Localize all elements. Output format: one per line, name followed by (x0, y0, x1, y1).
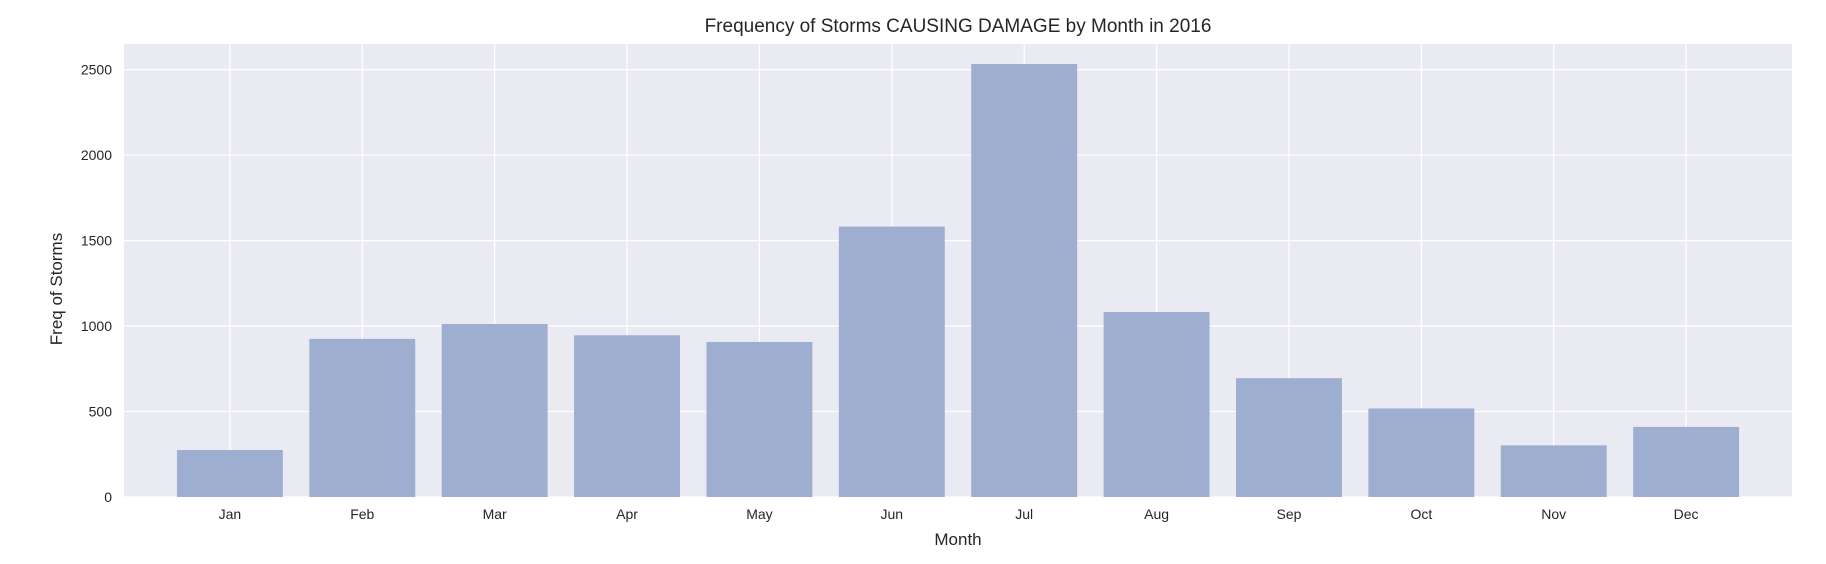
x-tick-label: Mar (483, 506, 507, 522)
y-tick-label: 2000 (81, 147, 112, 163)
x-axis-label: Month (934, 530, 981, 549)
y-tick-label: 1000 (81, 318, 112, 334)
x-tick-label: Jul (1015, 506, 1033, 522)
bar-aug (1103, 312, 1210, 497)
bar-dec (1633, 426, 1740, 497)
chart-title: Frequency of Storms CAUSING DAMAGE by Mo… (705, 16, 1212, 37)
tick-labels: 0 500 1000 1500 2000 2500 Jan Feb Mar Apr May Jun Ju… (81, 62, 1699, 522)
x-tick-label: Sep (1276, 506, 1301, 522)
x-tick-label: Apr (616, 506, 638, 522)
bar-nov (1500, 445, 1607, 497)
x-tick-label: Jun (881, 506, 904, 522)
y-axis-label: Freq of Storms (47, 233, 66, 345)
y-tick-label: 2500 (81, 62, 112, 78)
bar-jun (838, 226, 945, 497)
x-tick-label: May (746, 506, 772, 522)
x-tick-label: Dec (1674, 506, 1699, 522)
bar-may (706, 341, 813, 497)
x-tick-label: Jan (219, 506, 242, 522)
x-tick-label: Aug (1144, 506, 1169, 522)
bar-mar (441, 324, 548, 497)
x-tick-label: Oct (1410, 506, 1432, 522)
bar-sep (1236, 378, 1342, 497)
y-tick-label: 1500 (81, 233, 112, 249)
bar-apr (574, 335, 680, 497)
y-tick-label: 0 (104, 489, 112, 505)
bar-feb (309, 338, 416, 497)
x-tick-label: Feb (350, 506, 374, 522)
bar-oct (1368, 408, 1475, 497)
y-tick-label: 500 (89, 404, 113, 420)
bar-jul (971, 64, 1078, 498)
bars (176, 64, 1740, 498)
x-tick-label: Nov (1541, 506, 1566, 522)
bar-jan (176, 449, 283, 497)
